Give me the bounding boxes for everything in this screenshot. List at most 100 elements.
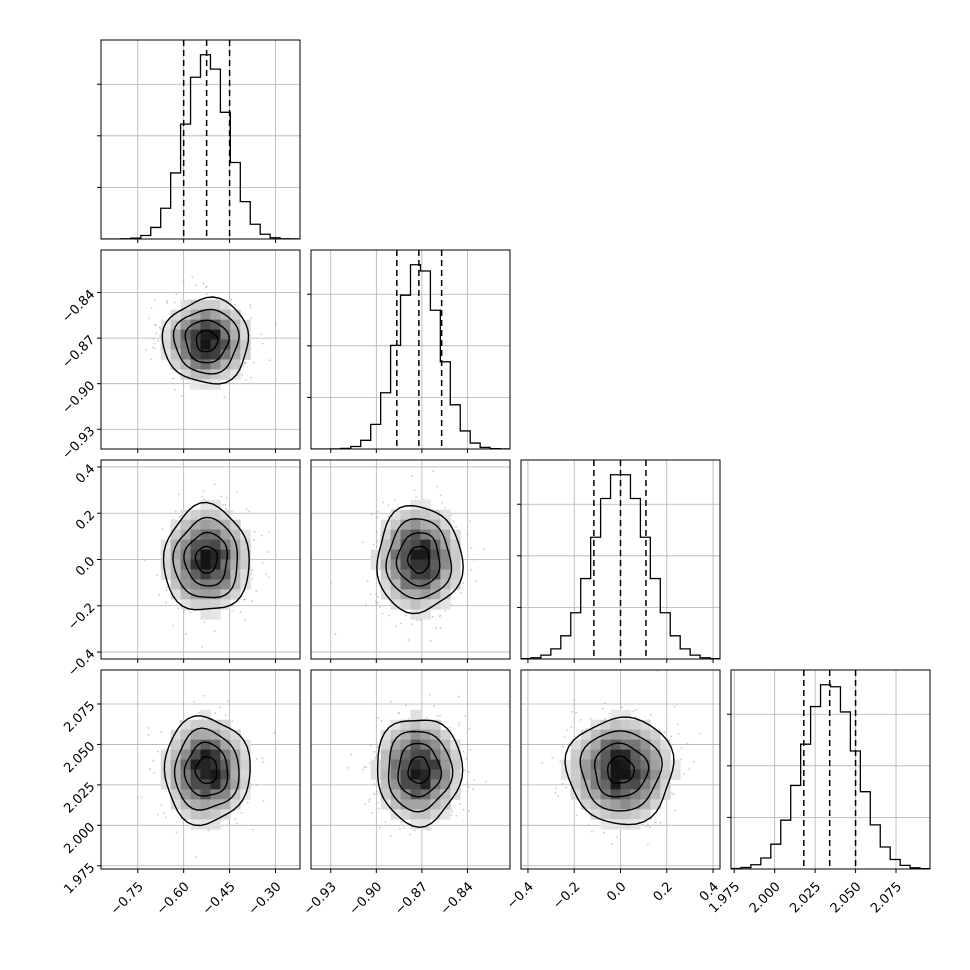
density-cell — [210, 309, 221, 321]
scatter-point — [686, 742, 689, 745]
density-cell — [230, 369, 241, 380]
density-cell — [160, 559, 172, 570]
density-cell — [430, 549, 441, 560]
density-cell — [600, 819, 611, 830]
scatter-point — [404, 614, 407, 617]
scatter-point — [468, 810, 470, 812]
density-cell — [620, 729, 631, 741]
density-cell — [380, 549, 391, 560]
density-cell — [230, 309, 241, 321]
ytick-label-3-3: 2.050 — [61, 739, 98, 776]
scatter-point — [149, 768, 152, 770]
scatter-point — [376, 510, 379, 513]
density-cell — [630, 779, 641, 790]
density-cell — [210, 809, 221, 820]
density-cell — [430, 779, 441, 790]
density-cell — [200, 799, 211, 810]
scatter-point — [159, 328, 162, 330]
density-cell — [420, 529, 431, 540]
density-cell — [210, 609, 221, 620]
density-cell — [410, 779, 421, 790]
scatter-point — [468, 728, 471, 730]
scatter-point — [150, 306, 153, 309]
scatter-point — [213, 483, 216, 486]
density-cell — [200, 299, 211, 311]
xtick-label-1-3: −0.84 — [438, 879, 477, 918]
ytick-label-3-1: 2.000 — [61, 820, 98, 857]
density-cell — [640, 739, 651, 750]
scatter-point — [362, 768, 365, 771]
scatter-point — [240, 811, 243, 814]
density-cell — [620, 759, 631, 770]
density-cell — [180, 719, 191, 731]
density-cell — [210, 779, 221, 790]
scatter-point — [373, 750, 376, 753]
scatter-point — [435, 627, 437, 630]
scatter-point — [590, 830, 593, 833]
density-cell — [370, 559, 382, 570]
density-cell — [230, 799, 241, 810]
density-cell — [590, 809, 601, 820]
scatter-point — [443, 507, 446, 509]
scatter-point — [375, 531, 378, 534]
scatter-point — [683, 773, 686, 776]
scatter-point — [250, 376, 253, 379]
scatter-point — [368, 762, 371, 765]
density-cell — [240, 339, 251, 350]
density-cell — [190, 329, 201, 340]
density-cell — [390, 549, 401, 560]
scatter-point — [255, 757, 258, 760]
scatter-point — [373, 793, 376, 795]
density-cell — [590, 779, 601, 790]
scatter-point — [588, 824, 590, 827]
scatter-point — [688, 768, 690, 770]
density-cell — [190, 759, 201, 770]
density-cell — [420, 599, 431, 610]
scatter-point — [376, 790, 378, 793]
density-cell — [190, 369, 201, 380]
density-cell — [390, 509, 401, 521]
xtick-label-3-3: 2.050 — [828, 879, 865, 916]
scatter-point — [632, 710, 635, 713]
scatter-point — [413, 489, 416, 492]
xtick-label-3-1: 2.000 — [747, 879, 784, 916]
density-cell — [400, 579, 411, 590]
scatter-point — [452, 520, 455, 523]
density-cell — [170, 349, 181, 360]
density-cell — [650, 749, 661, 760]
density-cell — [670, 759, 681, 770]
scatter-point — [155, 332, 158, 335]
scatter-point — [559, 760, 562, 763]
histogram-step-0 — [101, 54, 300, 239]
scatter-point — [407, 718, 410, 720]
density-cell — [430, 559, 441, 570]
panel-content — [145, 275, 277, 399]
density-cell — [590, 799, 601, 810]
scatter-point — [153, 342, 156, 345]
density-cell — [640, 779, 651, 790]
scatter-point — [482, 548, 485, 550]
density-cell — [200, 769, 211, 780]
scatter-point — [241, 373, 244, 376]
density-cell — [410, 599, 421, 610]
contour-level — [173, 727, 240, 811]
scatter-point — [242, 365, 245, 367]
density-cell — [440, 569, 451, 580]
contour-level — [593, 742, 650, 798]
density-cell — [390, 779, 401, 790]
density-cell — [210, 729, 221, 741]
scatter-point — [159, 335, 162, 338]
density-cell — [400, 749, 411, 760]
density-cell — [170, 729, 181, 741]
histogram-step-3 — [731, 684, 930, 869]
density-cell — [410, 589, 421, 600]
scatter-point — [166, 586, 169, 588]
scatter-point — [670, 792, 673, 795]
scatter-point — [699, 732, 702, 735]
xtick-label-2-3: 0.2 — [651, 879, 676, 904]
scatter-point — [409, 833, 411, 836]
panel-frame — [310, 459, 511, 660]
scatter-point — [250, 572, 253, 575]
scatter-point — [663, 731, 666, 734]
panel-frame — [100, 249, 301, 450]
